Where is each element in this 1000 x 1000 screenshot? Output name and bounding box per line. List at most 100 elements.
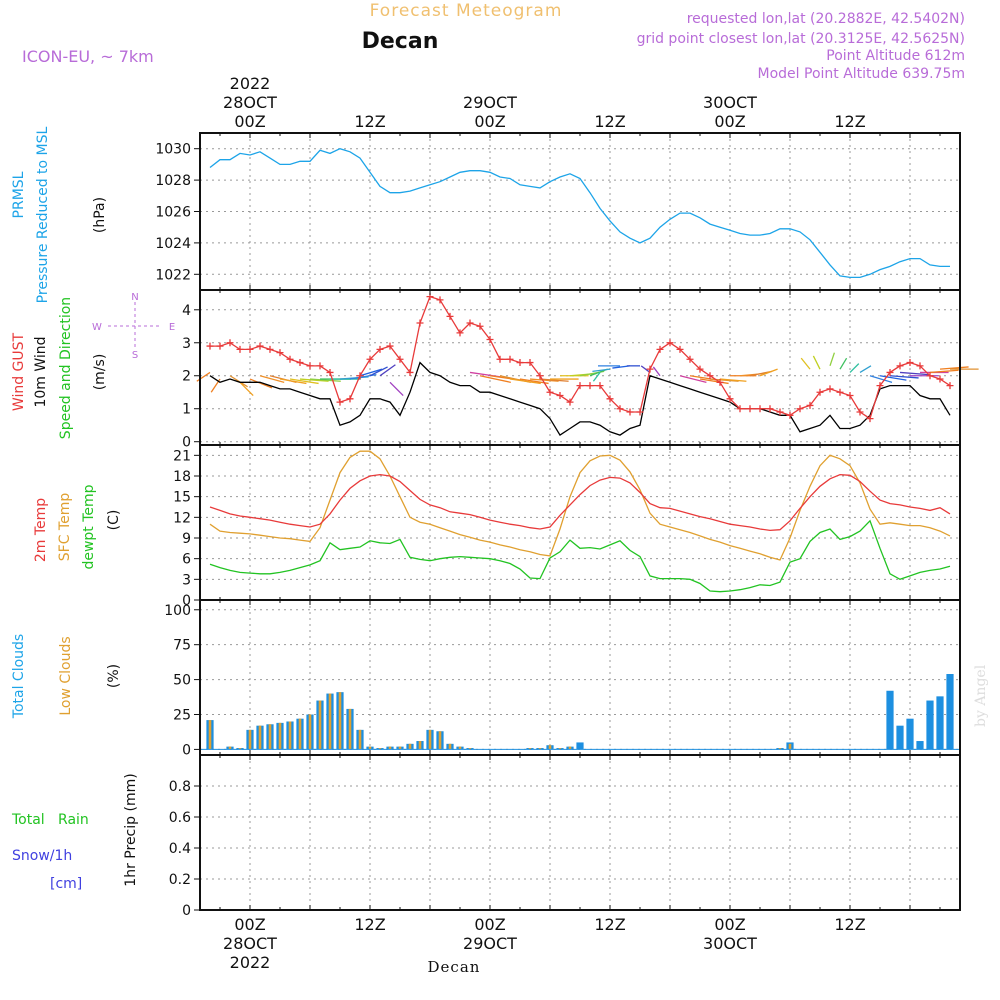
- panel-frame: [199, 754, 961, 911]
- time-label: 00Z: [714, 112, 745, 131]
- wind-arrow: [699, 378, 729, 385]
- gust-marker: [886, 368, 894, 376]
- supertitle: Forecast Meteogram: [370, 1, 563, 21]
- low-cloud-bar: [248, 729, 252, 750]
- wind-arrow: [859, 365, 872, 374]
- wind-arrow: [939, 366, 969, 370]
- wind-10m-line: [209, 361, 951, 437]
- wind-arrow: [259, 375, 285, 383]
- low-cloud-bar: [298, 718, 302, 750]
- gridpoint-coords: grid point closest lon,lat (20.3125E, 42…: [637, 31, 965, 47]
- gust-marker: [696, 365, 704, 373]
- gust-marker: [816, 388, 824, 396]
- time-label: 30OCT: [703, 93, 757, 112]
- gust-marker: [386, 342, 394, 350]
- low-cloud-bar: [388, 746, 392, 750]
- gust-marker: [876, 382, 884, 390]
- gust-marker: [746, 405, 754, 413]
- ytick-label: 0: [182, 435, 191, 451]
- precip-label-snow: Snow/1h: [12, 848, 72, 864]
- time-label: 2022: [230, 953, 271, 972]
- ytick-label: 1028: [155, 173, 191, 189]
- gust-marker: [896, 362, 904, 370]
- wind-arrow: [299, 378, 329, 382]
- low-cloud-bar: [528, 748, 532, 750]
- low-cloud-bar: [448, 743, 452, 750]
- gust-marker: [436, 296, 444, 304]
- wind-arrow: [849, 363, 860, 373]
- gust-marker: [246, 345, 254, 353]
- gust-marker: [306, 362, 314, 370]
- wind-arrow: [249, 378, 273, 389]
- wind-unit: (m/s): [92, 354, 108, 391]
- watermark: by Angel: [973, 664, 989, 727]
- wind-arrow: [196, 371, 211, 382]
- gust-marker: [646, 365, 654, 373]
- gust-marker: [706, 372, 714, 380]
- time-label: 12Z: [354, 915, 385, 934]
- pressure-label-msl: Pressure Reduced to MSL: [35, 126, 51, 303]
- low-cloud-bar: [408, 743, 412, 750]
- gust-marker: [496, 355, 504, 363]
- low-cloud-bar: [258, 725, 262, 750]
- sfc-temp-line: [209, 450, 951, 561]
- total-cloud-bar: [936, 696, 944, 750]
- time-label: 12Z: [354, 112, 385, 131]
- wind-arrow: [899, 371, 929, 376]
- low-cloud-bar: [328, 693, 332, 750]
- wind-arrow: [239, 381, 254, 397]
- wind-label-dir: Speed and Direction: [58, 297, 74, 439]
- ytick-label: 3: [182, 336, 191, 352]
- gust-marker: [296, 359, 304, 367]
- wind-arrow: [359, 368, 383, 377]
- gust-marker: [676, 345, 684, 353]
- low-cloud-bar: [308, 714, 312, 750]
- low-cloud-bar: [788, 743, 792, 750]
- ytick-label: 25: [173, 708, 191, 724]
- gust-marker: [326, 368, 334, 376]
- pressure-label-prmsl: PRMSL: [11, 171, 27, 218]
- footer-location: Decan: [428, 958, 481, 976]
- time-label: 12Z: [594, 915, 625, 934]
- wind-arrow: [592, 368, 611, 372]
- low-cloud-bar: [398, 746, 402, 750]
- wind-label-gust: Wind GUST: [11, 332, 27, 411]
- gust-marker: [336, 398, 344, 406]
- compass-rose: N S W E: [92, 292, 175, 361]
- ytick-label: 4: [182, 303, 191, 319]
- temp-labels: 2m Temp SFC Temp dewpt Temp (C): [33, 484, 122, 569]
- wind-arrow: [652, 366, 661, 377]
- wind-arrow: [829, 352, 836, 367]
- cloud-label-low: Low Clouds: [58, 636, 74, 715]
- gust-marker: [586, 382, 594, 390]
- gust-marker: [666, 339, 674, 347]
- temp-unit: (C): [106, 510, 122, 531]
- wind-arrow: [839, 357, 848, 370]
- wind-arrow: [800, 357, 811, 370]
- wind-arrow: [759, 368, 778, 377]
- dewpoint-line: [209, 519, 951, 593]
- gust-marker: [356, 372, 364, 380]
- gust-marker: [236, 345, 244, 353]
- temp-label-dew: dewpt Temp: [81, 484, 97, 569]
- gust-marker: [536, 372, 544, 380]
- wind-arrow: [869, 375, 893, 383]
- plot-layer: [196, 148, 979, 750]
- wind-arrow: [369, 366, 388, 377]
- gust-marker: [266, 345, 274, 353]
- ytick-label: 0: [182, 903, 191, 919]
- requested-coords: requested lon,lat (20.2882E, 42.5402N): [687, 11, 965, 27]
- low-cloud-bar: [468, 748, 472, 750]
- time-label: 30OCT: [703, 934, 757, 953]
- gust-marker: [546, 388, 554, 396]
- gust-marker: [286, 355, 294, 363]
- total-cloud-bar: [916, 741, 924, 750]
- wind-gust-line: [210, 295, 951, 420]
- low-cloud-bar: [778, 748, 782, 750]
- gust-marker: [856, 408, 864, 416]
- time-label: 29OCT: [463, 93, 517, 112]
- point-altitude: Point Altitude 612m: [826, 48, 965, 64]
- ytick-label: 75: [173, 638, 191, 654]
- gust-marker: [926, 372, 934, 380]
- temp-label-2m: 2m Temp: [33, 498, 49, 562]
